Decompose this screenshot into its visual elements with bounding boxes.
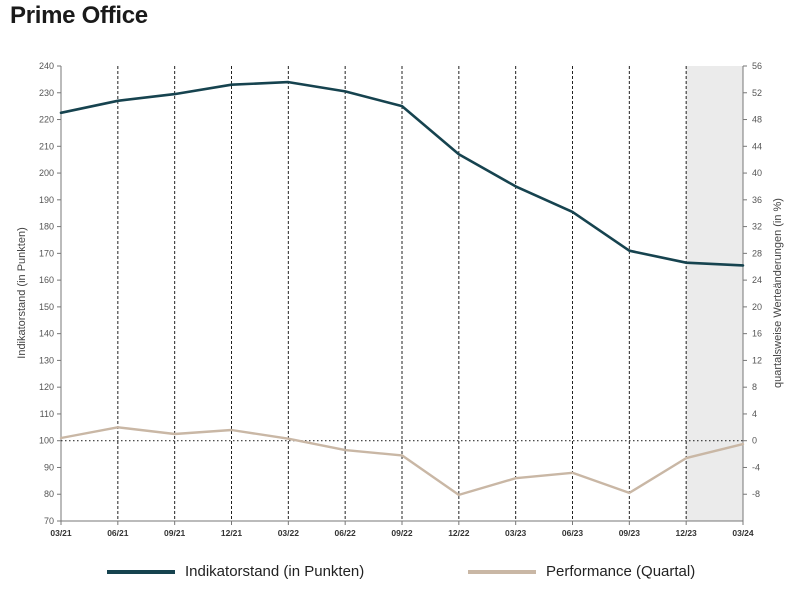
x-tick-label-06/22: 06/22	[335, 528, 357, 538]
right-tick-label-40: 40	[752, 168, 762, 178]
right-tick-label-24: 24	[752, 275, 762, 285]
x-tick-label-12/21: 12/21	[221, 528, 243, 538]
left-tick-label-240: 240	[39, 61, 54, 71]
x-tick-label-09/23: 09/23	[619, 528, 641, 538]
left-tick-label-150: 150	[39, 302, 54, 312]
x-axis-ticks: 03/21 06/21 09/21 12/21 03/22 06/22 09/22 12/22…	[50, 521, 754, 538]
left-tick-label-80: 80	[44, 489, 54, 499]
right-tick-label--4: -4	[752, 462, 760, 472]
right-tick-label-56: 56	[752, 61, 762, 71]
right-tick-label-48: 48	[752, 115, 762, 125]
right-tick-label-44: 44	[752, 141, 762, 151]
x-tick-label-03/24: 03/24	[732, 528, 754, 538]
left-tick-label-220: 220	[39, 115, 54, 125]
legend-label-performance: Performance (Quartal)	[546, 563, 696, 580]
left-axis-ticks: 70 80 90 100 110 120 130 140 150 160 170 180 190 200 2…	[39, 61, 61, 526]
left-tick-label-70: 70	[44, 516, 54, 526]
vertical-gridlines	[117, 66, 687, 521]
left-tick-label-200: 200	[39, 168, 54, 178]
left-tick-label-190: 190	[39, 195, 54, 205]
series-layer	[59, 80, 745, 497]
right-tick-label-12: 12	[752, 355, 762, 365]
left-tick-label-130: 130	[39, 355, 54, 365]
right-tick-label-4: 4	[752, 409, 757, 419]
x-tick-label-06/23: 06/23	[562, 528, 584, 538]
x-tick-label-12/23: 12/23	[676, 528, 698, 538]
left-tick-label-120: 120	[39, 382, 54, 392]
x-tick-label-12/22: 12/22	[448, 528, 470, 538]
right-axis-label: quartalsweise Werteänderungen (in %)	[772, 198, 784, 388]
right-tick-label-16: 16	[752, 329, 762, 339]
right-tick-label--8: -8	[752, 489, 760, 499]
right-tick-label-36: 36	[752, 195, 762, 205]
right-tick-label-0: 0	[752, 436, 757, 446]
left-tick-label-140: 140	[39, 329, 54, 339]
shaded-forecast-region	[686, 66, 743, 521]
left-tick-label-160: 160	[39, 275, 54, 285]
page-title: Prime Office	[10, 2, 148, 29]
x-tick-label-03/21: 03/21	[50, 528, 72, 538]
right-tick-label-28: 28	[752, 248, 762, 258]
legend-label-indikatorstand: Indikatorstand (in Punkten)	[185, 563, 365, 580]
left-tick-label-180: 180	[39, 222, 54, 232]
left-tick-label-110: 110	[40, 409, 54, 419]
legend-item-performance: Performance (Quartal)	[468, 563, 695, 580]
right-tick-label-8: 8	[752, 382, 757, 392]
x-tick-label-09/22: 09/22	[391, 528, 413, 538]
left-axis-label: Indikatorstand (in Punkten)	[16, 227, 28, 358]
legend-item-indikatorstand: Indikatorstand (in Punkten)	[107, 563, 364, 580]
x-tick-label-03/22: 03/22	[278, 528, 300, 538]
left-tick-label-210: 210	[39, 141, 54, 151]
right-tick-label-52: 52	[752, 88, 762, 98]
right-tick-label-32: 32	[752, 222, 762, 232]
series-line-performance	[59, 426, 745, 497]
x-tick-label-06/21: 06/21	[107, 528, 129, 538]
legend-swatch-performance	[468, 569, 536, 574]
left-tick-label-230: 230	[39, 88, 54, 98]
x-tick-label-09/21: 09/21	[164, 528, 186, 538]
left-tick-label-100: 100	[39, 436, 54, 446]
x-tick-label-03/23: 03/23	[505, 528, 527, 538]
series-line-indikatorstand	[59, 80, 745, 267]
legend-swatch-indikatorstand	[107, 569, 175, 574]
right-tick-label-20: 20	[752, 302, 762, 312]
legend: Indikatorstand (in Punkten) Performance …	[0, 563, 792, 585]
left-tick-label-170: 170	[39, 248, 54, 258]
left-tick-label-90: 90	[44, 462, 54, 472]
